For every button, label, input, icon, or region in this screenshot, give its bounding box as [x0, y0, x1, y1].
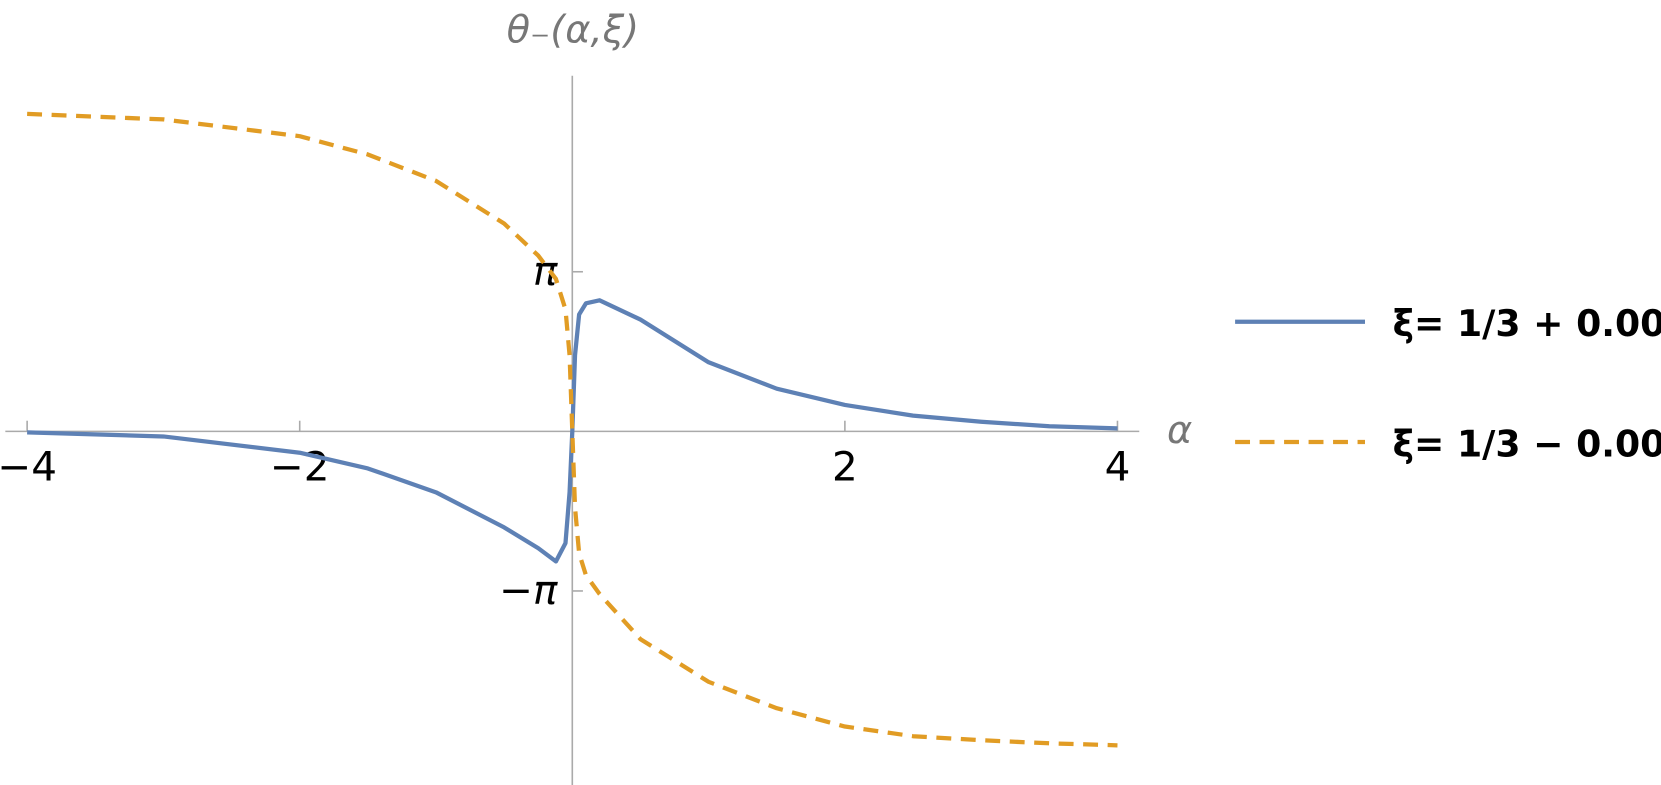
x-tick-label: 2: [832, 443, 858, 491]
series-line: [27, 111, 1118, 748]
x-axis-label: α: [1167, 408, 1192, 453]
x-tick-label: −4: [0, 443, 57, 491]
legend-label: ξ= 1/3 + 0.002: [1393, 302, 1661, 345]
y-axis-label: θ₋(α,ξ): [507, 8, 639, 53]
x-tick-label: 4: [1105, 443, 1131, 491]
series-line: [27, 298, 1118, 564]
y-tick-label: −π: [499, 566, 558, 614]
legend-label: ξ= 1/3 − 0.002: [1393, 422, 1661, 465]
